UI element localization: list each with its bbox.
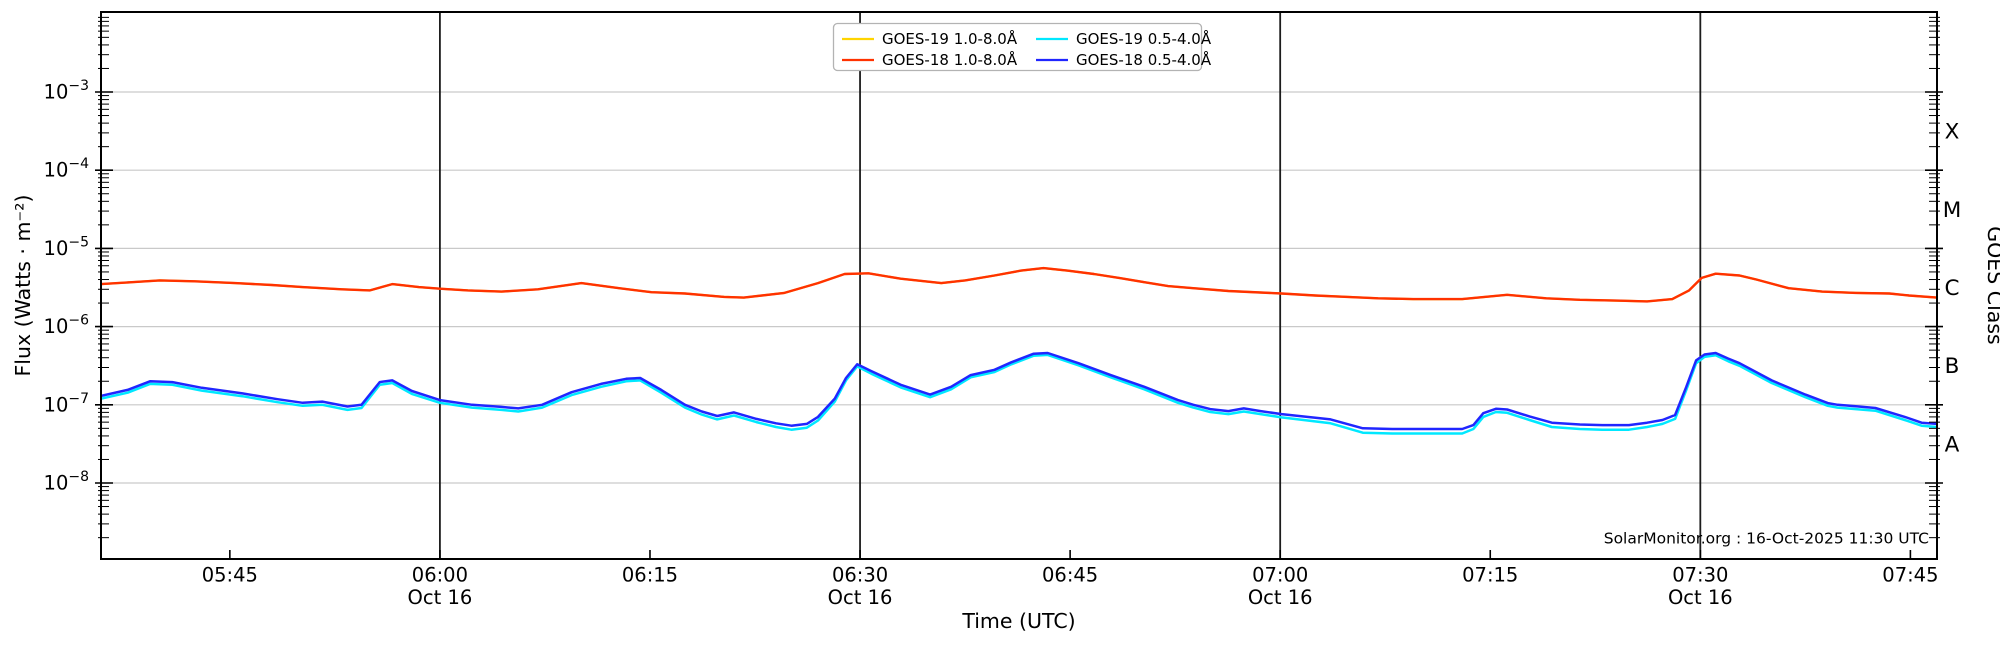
y-tick-label: 10−6: [44, 313, 90, 339]
goes-class-letter: X: [1945, 120, 1960, 145]
y-tick-labels: 10−3 10−4 10−5 10−6 10−7 10−8: [44, 78, 90, 495]
goes-class-letters: X M C B A: [1943, 120, 1962, 458]
goes-class-letter: B: [1945, 354, 1960, 379]
series-group: [101, 266, 1937, 435]
y-tick-label: 10−4: [44, 156, 90, 182]
x-date-sublabel: Oct 16: [1668, 586, 1733, 609]
y-tick-label: 10−5: [44, 234, 89, 260]
plot-border: [100, 11, 1938, 560]
y-tick-label: 10−8: [44, 469, 89, 495]
series-line-1: [101, 266, 1937, 303]
x-tick-labels: 05:45 06:00 06:15 06:30 06:45 07:00 07:15 07:30…: [202, 564, 1939, 610]
x-tick-label: 07:00: [1252, 564, 1308, 587]
y-tick-label: 10−3: [44, 78, 89, 104]
source-annotation: SolarMonitor.org : 16-Oct-2025 11:30 UTC: [1604, 530, 1929, 548]
goes-class-letter: M: [1943, 198, 1962, 223]
x-tick-label: 06:30: [832, 564, 888, 587]
goes-class-letter: C: [1944, 276, 1959, 301]
x-date-sublabel: Oct 16: [1248, 586, 1313, 609]
legend-label: GOES-19 1.0-8.0Å: [882, 29, 1018, 48]
y-axis-label-left: Flux (Watts · m⁻²): [11, 195, 35, 377]
x-axis-label: Time (UTC): [961, 609, 1075, 633]
y-tick-label: 10−7: [44, 391, 89, 417]
y-axis-label-right: GOES Class: [1983, 226, 2000, 344]
series-line-3: [101, 351, 1937, 431]
x-tick-label: 06:15: [622, 564, 678, 587]
vertical-gridlines: [439, 12, 1702, 559]
legend: GOES-19 1.0-8.0Å GOES-18 1.0-8.0Å GOES-19 …: [832, 22, 1212, 72]
series-line-0: [101, 267, 1937, 303]
legend-label: GOES-18 0.5-4.0Å: [1076, 50, 1212, 69]
x-tick-label: 07:15: [1462, 564, 1518, 587]
x-date-sublabel: Oct 16: [828, 586, 893, 609]
legend-label: GOES-18 1.0-8.0Å: [882, 50, 1018, 69]
legend-box: [832, 22, 1203, 72]
x-tick-label: 06:45: [1042, 564, 1098, 587]
axis-ticks: [95, 16, 1943, 559]
goes-class-letter: A: [1945, 432, 1960, 457]
series-line-2: [101, 353, 1937, 435]
legend-label: GOES-19 0.5-4.0Å: [1076, 29, 1212, 48]
x-tick-label: 07:30: [1672, 564, 1728, 587]
x-tick-label: 05:45: [202, 564, 258, 587]
horizontal-gridlines: [101, 91, 1937, 484]
x-date-sublabel: Oct 16: [408, 586, 473, 609]
x-tick-label: 06:00: [412, 564, 468, 587]
x-tick-label: 07:45: [1882, 564, 1938, 587]
